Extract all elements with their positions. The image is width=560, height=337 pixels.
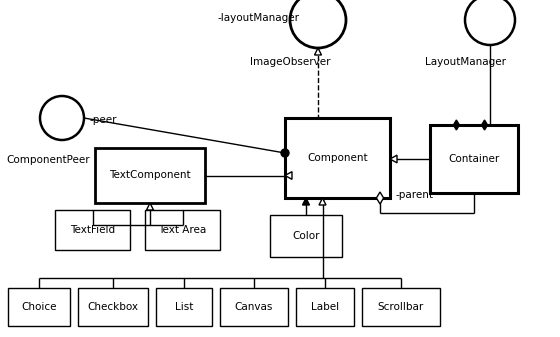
Bar [296,288,354,326]
Text: Scrollbar: Scrollbar [378,302,424,312]
Text: Canvas: Canvas [235,302,273,312]
Text: Container: Container [449,154,500,164]
Polygon shape [376,192,384,204]
Bar [220,288,288,326]
Text: List: List [175,302,193,312]
Bar [270,215,342,257]
Text: LayoutManager: LayoutManager [424,57,506,67]
Text: Checkbox: Checkbox [87,302,138,312]
Bar [95,148,205,203]
Text: -peer: -peer [90,115,118,125]
Text: Component: Component [307,153,368,163]
Circle shape [40,96,84,140]
Circle shape [281,149,289,157]
Circle shape [465,0,515,45]
Polygon shape [454,120,459,130]
Polygon shape [315,48,321,55]
Bar [285,118,390,198]
Text: ComponentPeer: ComponentPeer [6,155,90,165]
Bar [362,288,440,326]
Text: TextField: TextField [70,225,115,235]
Text: -layoutManager: -layoutManager [218,13,300,23]
Polygon shape [390,155,397,163]
Bar [145,210,220,250]
Circle shape [290,0,346,48]
Text: ImageObserver: ImageObserver [250,57,330,67]
Bar [8,288,70,326]
Bar [78,288,148,326]
Text: Label: Label [311,302,339,312]
Bar [55,210,130,250]
Polygon shape [319,198,326,205]
Text: Color: Color [292,231,320,241]
Polygon shape [482,120,488,130]
Text: Text Area: Text Area [158,225,207,235]
Bar [430,125,518,193]
Polygon shape [285,172,292,179]
Text: TextComponent: TextComponent [109,171,191,181]
Bar [156,288,212,326]
Polygon shape [302,198,310,205]
Polygon shape [147,203,153,210]
Text: Choice: Choice [21,302,57,312]
Text: -parent: -parent [395,190,433,200]
